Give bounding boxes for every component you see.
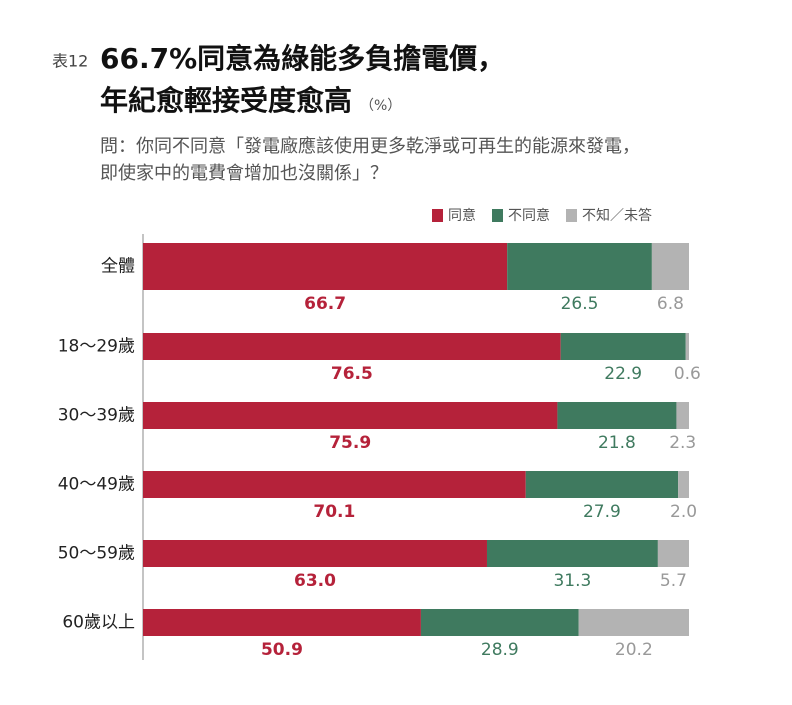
bar-segment [685,333,689,360]
legend-label: 同意 [448,207,476,224]
legend-label: 不知／未答 [582,207,652,224]
value-label: 27.9 [583,502,621,522]
bar-segment [143,540,487,567]
category-label: 50～59歲 [58,544,135,564]
bar-segment [560,333,686,360]
category-label: 18～29歲 [58,337,135,357]
value-label: 2.0 [670,502,697,522]
bar-segment [651,243,689,290]
bar-segment [557,402,677,429]
bar-segment [143,243,508,290]
bar-segment [143,609,421,636]
value-label: 22.9 [604,364,642,384]
bar-segment [143,402,558,429]
value-label: 63.0 [294,571,336,591]
bar-segment [486,540,658,567]
bar-segment [525,471,679,498]
legend-label: 不同意 [508,207,550,224]
value-label: 5.7 [660,571,687,591]
bar-segment [578,609,689,636]
value-label: 2.3 [669,433,696,453]
legend-swatch [432,209,443,222]
bar-segment [507,243,652,290]
value-label: 20.2 [615,640,653,660]
question: 即使家中的電費會增加也沒關係」？ [100,163,388,184]
unit: （%） [360,98,401,114]
value-label: 66.7 [304,294,346,314]
value-label: 70.1 [313,502,355,522]
category-label: 全體 [101,257,135,277]
table-label: 表12 [52,52,88,71]
bar-segment [143,471,526,498]
question: 問：你同不同意「發電廠應該使用更多乾淨或可再生的能源來發電， [100,135,640,157]
value-label: 0.6 [674,364,701,384]
value-label: 75.9 [329,433,371,453]
value-label: 76.5 [331,364,373,384]
value-label: 50.9 [261,640,303,660]
bar-segment [676,402,689,429]
category-label: 60歲以上 [62,613,135,633]
value-label: 21.8 [598,433,636,453]
bar-segment [678,471,689,498]
bar-segment [657,540,689,567]
legend-swatch [492,209,503,222]
value-label: 6.8 [657,294,684,314]
chart-title: 66.7%同意為綠能多負擔電價， [100,42,505,75]
category-label: 40～49歲 [58,475,135,495]
value-label: 28.9 [481,640,519,660]
value-label: 26.5 [561,294,599,314]
value-label: 31.3 [553,571,591,591]
legend-swatch [566,209,577,222]
bar-segment [420,609,579,636]
category-label: 30～39歲 [58,406,135,426]
bar-segment [143,333,561,360]
chart-title: 年紀愈輕接受度愈高 [100,84,352,117]
